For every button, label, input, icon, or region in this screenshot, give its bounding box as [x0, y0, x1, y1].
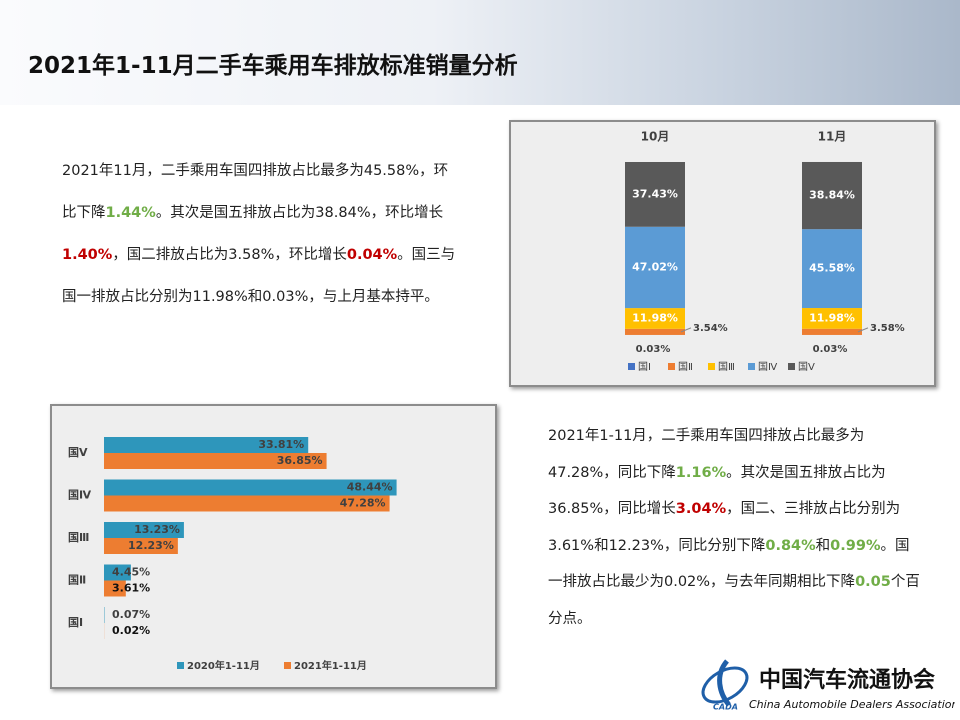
data-label: 3.61% — [112, 582, 150, 595]
y-tick-label: 国Ⅱ — [68, 574, 86, 587]
data-label: 4.45% — [112, 566, 150, 579]
data-label: 3.58% — [870, 323, 905, 334]
bar-segment — [625, 328, 685, 335]
slide-title: 2021年1-11月二手车乘用车排放标准销量分析 — [28, 53, 518, 79]
data-label: 38.84% — [809, 189, 855, 202]
legend-swatch — [177, 662, 184, 669]
bar — [104, 564, 131, 581]
data-label: 47.28% — [340, 497, 386, 510]
header: 2021年1-11月二手车乘用车排放标准销量分析 — [0, 0, 960, 105]
data-label: 13.23% — [134, 523, 180, 536]
bar — [104, 580, 126, 597]
chart-frame: 国Ⅴ 33.81% 36.85% 国Ⅳ 48.44% 47.28% 国Ⅲ 13.23% 12.2… — [50, 404, 497, 689]
x-tick-label: 10月 — [641, 130, 670, 144]
y-tick-label: 国Ⅳ — [68, 489, 92, 502]
bar — [104, 522, 184, 538]
bar — [104, 479, 397, 496]
legend-label: 国Ⅱ — [678, 361, 693, 373]
data-label: 37.43% — [632, 187, 678, 200]
chart: 国Ⅴ 33.81% 36.85% 国Ⅳ 48.44% 47.28% 国Ⅲ 13.23% 12.2… — [68, 437, 397, 672]
logo-name: 中国汽车流通协会 — [759, 667, 935, 693]
bar-segment — [625, 162, 685, 227]
highlight-text: 1.16% — [675, 464, 727, 481]
logo: CADA 中国汽车流通协会 China Automobile Dealers A… — [701, 659, 955, 712]
text-run: 个百分点。 — [548, 574, 920, 627]
bar — [104, 495, 390, 512]
y-tick-label: 国Ⅰ — [68, 616, 83, 629]
data-label: 45.58% — [809, 262, 855, 275]
data-label: 33.81% — [258, 438, 304, 451]
paragraph: 2021年1-11月，二手乘用车国四排放占比最多为47.28%，同比下降1.16… — [548, 418, 920, 637]
x-tick-label: 11月 — [818, 130, 847, 144]
text-run: 。其次是国五排放占比为36.85%，同比增长 — [548, 464, 886, 518]
bar-segment — [802, 328, 862, 335]
highlight-text: 1.44% — [105, 205, 156, 221]
data-label: 11.98% — [809, 311, 855, 324]
data-label: 0.03% — [813, 344, 848, 355]
paragraph: 2021年11月，二手乘用车国四排放占比最多为45.58%，环比下降1.44%。… — [62, 150, 462, 318]
logo-english: China Automobile Dealers Association — [749, 698, 955, 711]
data-label: 12.23% — [128, 539, 174, 552]
bar-segment — [625, 308, 685, 329]
bar-segment — [625, 226, 685, 309]
bar-segment — [802, 308, 862, 329]
legend-swatch — [284, 662, 291, 669]
logo-acronym: CADA — [713, 703, 738, 712]
text-run: ，国二、三排放占比分别为3.61%和12.23%，同比分别下降 — [548, 501, 901, 554]
bar-segment — [802, 161, 862, 230]
logo-mark — [717, 659, 731, 707]
chart-frame: 10月 0.03% 3.54% 11.98% 47.02% 37.43% 11月 0.03% 3… — [509, 120, 936, 387]
y-tick-label: 国Ⅴ — [68, 446, 88, 459]
data-label: 0.03% — [636, 344, 671, 355]
leader-line — [857, 327, 869, 333]
bar — [104, 453, 327, 469]
highlight-text: 1.40% — [62, 247, 113, 263]
legend-swatch — [628, 363, 635, 370]
legend-swatch — [668, 363, 675, 370]
chart: 10月 0.03% 3.54% 11.98% 47.02% 37.43% 11月 0.03% 3… — [625, 130, 905, 373]
legend-label: 2020年1-11月 — [187, 659, 260, 672]
data-label: 47.02% — [632, 260, 678, 273]
data-label: 0.07% — [112, 608, 150, 621]
legend-label: 2021年1-11月 — [294, 659, 367, 672]
text-run: 。其次是国五排放占比为38.84%，环比增长 — [155, 205, 444, 221]
legend-label: 国Ⅴ — [798, 361, 815, 373]
data-label: 11.98% — [632, 311, 678, 324]
data-label: 48.44% — [347, 481, 393, 494]
text-run: ，国二排放占比为3.58%，环比增长 — [112, 247, 347, 263]
text-run: 和 — [815, 537, 831, 554]
highlight-text: 0.99% — [830, 537, 881, 554]
highlight-text: 0.04% — [346, 247, 398, 263]
text-run: 2021年1-11月，二手乘用车国四排放占比最多为47.28%，同比下降 — [548, 428, 865, 481]
bar — [104, 437, 309, 453]
legend-swatch — [708, 363, 715, 370]
leader-line — [680, 327, 692, 333]
highlight-text: 0.05 — [855, 574, 891, 590]
legend-swatch — [788, 363, 795, 370]
data-label: 36.85% — [277, 454, 323, 467]
y-tick-label: 国Ⅲ — [68, 531, 89, 544]
highlight-text: 3.04% — [675, 501, 727, 517]
legend-label: 国Ⅰ — [638, 361, 651, 373]
text-run: 2021年11月，二手乘用车国四排放占比最多为45.58%，环比下降 — [62, 163, 449, 221]
legend-label: 国Ⅲ — [718, 361, 735, 373]
data-label: 3.54% — [693, 323, 728, 334]
text-run: 。国三与国一排放占比分别为11.98%和0.03%，与上月基本持平。 — [62, 247, 456, 305]
highlight-text: 0.84% — [765, 537, 816, 554]
text-run: 。国一排放占比最少为0.02%，与去年同期相比下降 — [548, 537, 910, 591]
bar — [104, 538, 178, 554]
bar-segment — [802, 229, 862, 309]
legend-swatch — [748, 363, 755, 370]
legend-label: 国Ⅳ — [758, 361, 778, 373]
data-label: 0.02% — [112, 624, 150, 637]
